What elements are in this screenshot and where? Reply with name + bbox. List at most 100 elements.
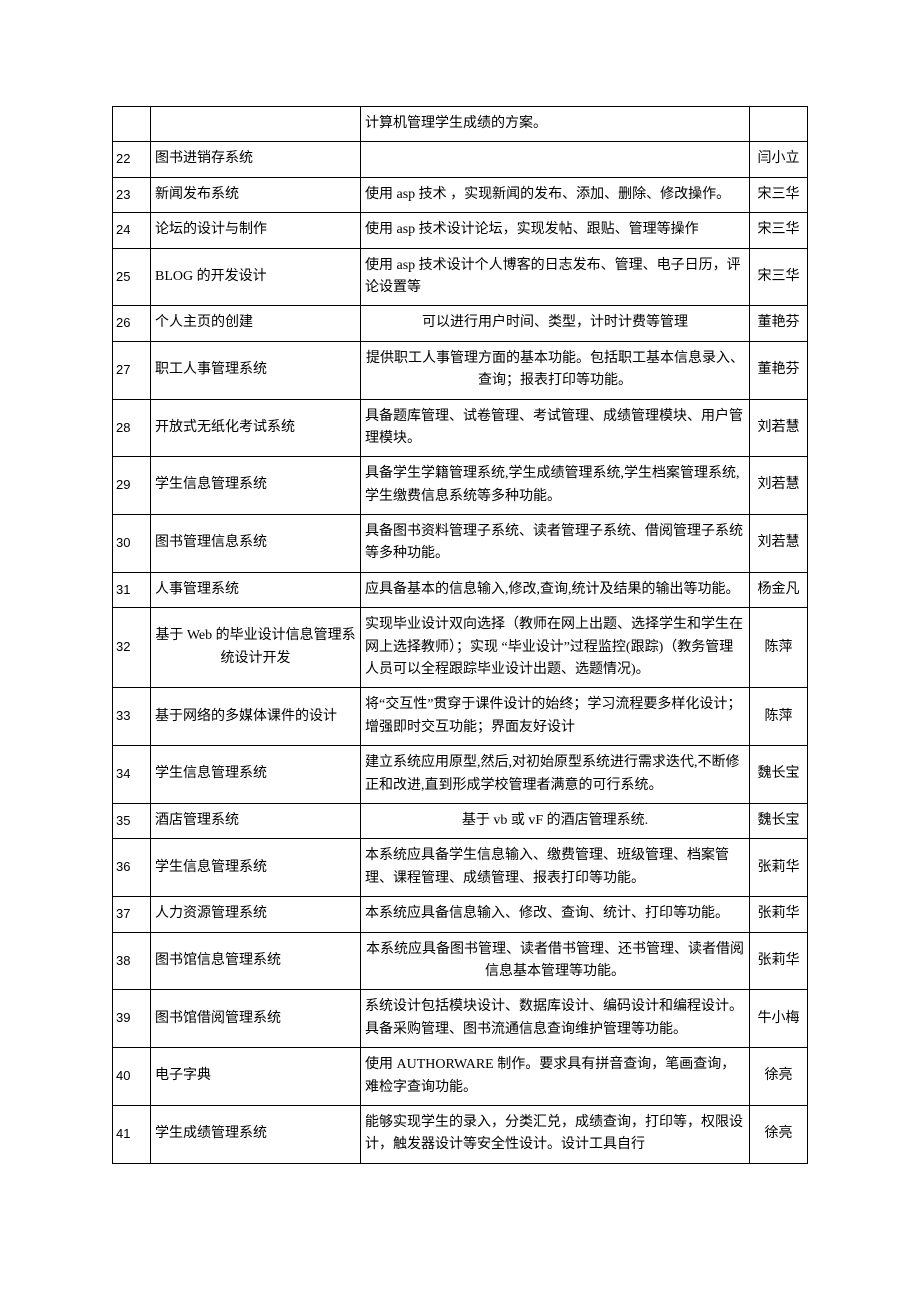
- table-row: 27职工人事管理系统提供职工人事管理方面的基本功能。包括职工基本信息录入、查询；…: [113, 341, 808, 399]
- row-number: 29: [113, 457, 151, 515]
- row-description: 可以进行用户时间、类型，计时计费等管理: [361, 306, 750, 341]
- row-title: 职工人事管理系统: [151, 341, 361, 399]
- row-title: 开放式无纸化考试系统: [151, 399, 361, 457]
- row-author: 陈萍: [750, 688, 808, 746]
- row-title: BLOG 的开发设计: [151, 248, 361, 306]
- row-title: 学生成绩管理系统: [151, 1105, 361, 1163]
- table-row: 计算机管理学生成绩的方案。: [113, 107, 808, 142]
- row-title: 酒店管理系统: [151, 803, 361, 838]
- row-number: 39: [113, 990, 151, 1048]
- row-description: 本系统应具备图书管理、读者借书管理、还书管理、读者借阅信息基本管理等功能。: [361, 932, 750, 990]
- table-row: 34学生信息管理系统建立系统应用原型,然后,对初始原型系统进行需求迭代,不断修正…: [113, 746, 808, 804]
- row-author: 董艳芬: [750, 341, 808, 399]
- row-description: 具备图书资料管理子系统、读者管理子系统、借阅管理子系统等多种功能。: [361, 515, 750, 573]
- page: 计算机管理学生成绩的方案。22图书进销存系统闫小立23新闻发布系统使用 asp …: [0, 0, 920, 1224]
- row-number: 33: [113, 688, 151, 746]
- row-author: 徐亮: [750, 1105, 808, 1163]
- row-author: 魏长宝: [750, 803, 808, 838]
- table-row: 30图书管理信息系统具备图书资料管理子系统、读者管理子系统、借阅管理子系统等多种…: [113, 515, 808, 573]
- row-number: [113, 107, 151, 142]
- row-author: 刘若慧: [750, 457, 808, 515]
- row-description: 计算机管理学生成绩的方案。: [361, 107, 750, 142]
- row-author: 牛小梅: [750, 990, 808, 1048]
- row-description: 本系统应具备信息输入、修改、查询、统计、打印等功能。: [361, 897, 750, 932]
- row-title: 人事管理系统: [151, 572, 361, 607]
- row-title: 图书馆借阅管理系统: [151, 990, 361, 1048]
- row-title: 人力资源管理系统: [151, 897, 361, 932]
- row-description: [361, 142, 750, 177]
- table-row: 22图书进销存系统 闫小立: [113, 142, 808, 177]
- row-author: 宋三华: [750, 177, 808, 212]
- row-author: [750, 107, 808, 142]
- table-row: 39图书馆借阅管理系统系统设计包括模块设计、数据库设计、编码设计和编程设计。具备…: [113, 990, 808, 1048]
- row-author: 宋三华: [750, 213, 808, 248]
- row-number: 35: [113, 803, 151, 838]
- table-row: 41学生成绩管理系统能够实现学生的录入，分类汇兑，成绩查询，打印等，权限设计，触…: [113, 1105, 808, 1163]
- table-row: 24论坛的设计与制作使用 asp 技术设计论坛，实现发帖、跟贴、管理等操作宋三华: [113, 213, 808, 248]
- row-number: 26: [113, 306, 151, 341]
- row-description: 具备题库管理、试卷管理、考试管理、成绩管理模块、用户管理模块。: [361, 399, 750, 457]
- row-title: 图书进销存系统: [151, 142, 361, 177]
- row-title: 基于 Web 的毕业设计信息管理系统设计开发: [151, 608, 361, 688]
- row-number: 28: [113, 399, 151, 457]
- table-row: 40电子字典使用 AUTHORWARE 制作。要求具有拼音查询，笔画查询，难检字…: [113, 1048, 808, 1106]
- row-number: 41: [113, 1105, 151, 1163]
- row-title: 学生信息管理系统: [151, 839, 361, 897]
- row-author: 刘若慧: [750, 515, 808, 573]
- table-row: 33基于网络的多媒体课件的设计将“交互性”贯穿于课件设计的始终；学习流程要多样化…: [113, 688, 808, 746]
- row-title: 电子字典: [151, 1048, 361, 1106]
- row-number: 37: [113, 897, 151, 932]
- projects-table-body: 计算机管理学生成绩的方案。22图书进销存系统闫小立23新闻发布系统使用 asp …: [113, 107, 808, 1164]
- row-author: 董艳芬: [750, 306, 808, 341]
- row-number: 24: [113, 213, 151, 248]
- row-description: 将“交互性”贯穿于课件设计的始终；学习流程要多样化设计；增强即时交互功能；界面友…: [361, 688, 750, 746]
- row-number: 25: [113, 248, 151, 306]
- row-number: 31: [113, 572, 151, 607]
- row-author: 魏长宝: [750, 746, 808, 804]
- row-author: 杨金凡: [750, 572, 808, 607]
- table-row: 28开放式无纸化考试系统具备题库管理、试卷管理、考试管理、成绩管理模块、用户管理…: [113, 399, 808, 457]
- row-description: 建立系统应用原型,然后,对初始原型系统进行需求迭代,不断修正和改进,直到形成学校…: [361, 746, 750, 804]
- row-description: 使用 asp 技术 ，实现新闻的发布、添加、删除、修改操作。: [361, 177, 750, 212]
- projects-table: 计算机管理学生成绩的方案。22图书进销存系统闫小立23新闻发布系统使用 asp …: [112, 106, 808, 1164]
- row-author: 刘若慧: [750, 399, 808, 457]
- row-description: 使用 asp 技术设计论坛，实现发帖、跟贴、管理等操作: [361, 213, 750, 248]
- table-row: 37人力资源管理系统本系统应具备信息输入、修改、查询、统计、打印等功能。张莉华: [113, 897, 808, 932]
- row-number: 30: [113, 515, 151, 573]
- row-author: 宋三华: [750, 248, 808, 306]
- row-author: 张莉华: [750, 932, 808, 990]
- row-author: 张莉华: [750, 897, 808, 932]
- row-number: 36: [113, 839, 151, 897]
- row-number: 40: [113, 1048, 151, 1106]
- row-author: 闫小立: [750, 142, 808, 177]
- table-row: 25BLOG 的开发设计使用 asp 技术设计个人博客的日志发布、管理、电子日历…: [113, 248, 808, 306]
- row-number: 23: [113, 177, 151, 212]
- row-title: 个人主页的创建: [151, 306, 361, 341]
- row-author: 徐亮: [750, 1048, 808, 1106]
- row-number: 38: [113, 932, 151, 990]
- row-author: 陈萍: [750, 608, 808, 688]
- row-title: 基于网络的多媒体课件的设计: [151, 688, 361, 746]
- row-title: [151, 107, 361, 142]
- table-row: 31人事管理系统应具备基本的信息输入,修改,查询,统计及结果的输出等功能。杨金凡: [113, 572, 808, 607]
- row-description: 本系统应具备学生信息输入、缴费管理、班级管理、档案管理、课程管理、成绩管理、报表…: [361, 839, 750, 897]
- row-number: 27: [113, 341, 151, 399]
- row-number: 34: [113, 746, 151, 804]
- row-title: 图书馆信息管理系统: [151, 932, 361, 990]
- row-description: 系统设计包括模块设计、数据库设计、编码设计和编程设计。具备采购管理、图书流通信息…: [361, 990, 750, 1048]
- table-row: 32基于 Web 的毕业设计信息管理系统设计开发实现毕业设计双向选择（教师在网上…: [113, 608, 808, 688]
- table-row: 23新闻发布系统使用 asp 技术 ，实现新闻的发布、添加、删除、修改操作。宋三…: [113, 177, 808, 212]
- table-row: 35酒店管理系统基于 vb 或 vF 的酒店管理系统.魏长宝: [113, 803, 808, 838]
- row-description: 使用 asp 技术设计个人博客的日志发布、管理、电子日历，评论设置等: [361, 248, 750, 306]
- row-title: 新闻发布系统: [151, 177, 361, 212]
- row-title: 学生信息管理系统: [151, 746, 361, 804]
- table-row: 36学生信息管理系统本系统应具备学生信息输入、缴费管理、班级管理、档案管理、课程…: [113, 839, 808, 897]
- row-title: 学生信息管理系统: [151, 457, 361, 515]
- row-description: 应具备基本的信息输入,修改,查询,统计及结果的输出等功能。: [361, 572, 750, 607]
- row-description: 使用 AUTHORWARE 制作。要求具有拼音查询，笔画查询，难检字查询功能。: [361, 1048, 750, 1106]
- table-row: 29学生信息管理系统具备学生学籍管理系统,学生成绩管理系统,学生档案管理系统,学…: [113, 457, 808, 515]
- row-author: 张莉华: [750, 839, 808, 897]
- row-description: 基于 vb 或 vF 的酒店管理系统.: [361, 803, 750, 838]
- row-number: 22: [113, 142, 151, 177]
- row-description: 提供职工人事管理方面的基本功能。包括职工基本信息录入、查询；报表打印等功能。: [361, 341, 750, 399]
